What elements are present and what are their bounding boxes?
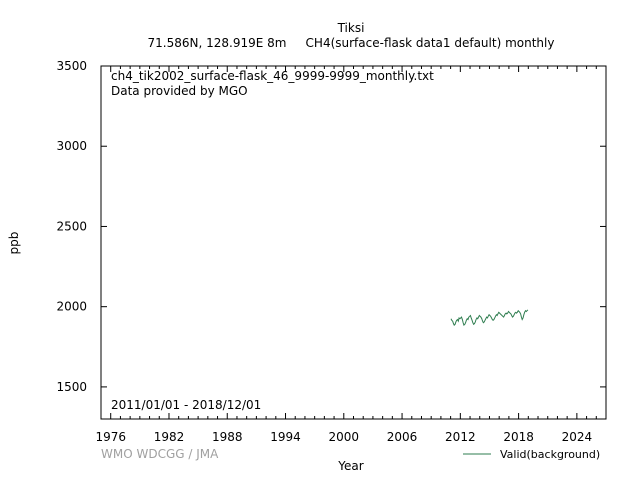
- x-axis-label: Year: [337, 459, 363, 473]
- chart-subtitle: 71.586N, 128.919E 8m CH4(surface-flask d…: [148, 36, 555, 50]
- legend: Valid(background): [463, 448, 600, 461]
- x-tick-label: 1994: [270, 430, 301, 444]
- x-tick-label: 2006: [387, 430, 418, 444]
- watermark: WMO WDCGG / JMA: [101, 447, 219, 461]
- provider-label: Data provided by MGO: [111, 84, 248, 98]
- x-tick-label: 1988: [212, 430, 243, 444]
- y-tick-label: 2500: [56, 219, 87, 233]
- y-tick-label: 2000: [56, 300, 87, 314]
- x-tick-label: 2024: [562, 430, 593, 444]
- plot-frame: [100, 65, 607, 420]
- series-line: [450, 309, 529, 327]
- series-layer: [450, 309, 529, 327]
- date-range-label: 2011/01/01 - 2018/12/01: [111, 398, 261, 412]
- y-tick-label: 3000: [56, 139, 87, 153]
- x-tick-label: 2018: [503, 430, 534, 444]
- x-tick-label: 1976: [95, 430, 126, 444]
- file-label: ch4_tik2002_surface-flask_46_9999-9999_m…: [111, 69, 434, 83]
- x-tick-label: 2000: [329, 430, 360, 444]
- y-tick-label: 1500: [56, 380, 87, 394]
- y-axis-label: ppb: [7, 232, 21, 255]
- y-axis-ticks: 1500 2000 2500 3000 3500: [56, 59, 606, 394]
- chart-title: Tiksi: [337, 21, 365, 35]
- legend-label: Valid(background): [500, 448, 600, 461]
- x-axis-ticks: 1976 1982 1988 1994 2000 2006 2012 2018 2024: [95, 66, 607, 444]
- x-tick-label: 1982: [154, 430, 185, 444]
- x-tick-label: 2012: [445, 430, 476, 444]
- y-tick-label: 3500: [56, 59, 87, 73]
